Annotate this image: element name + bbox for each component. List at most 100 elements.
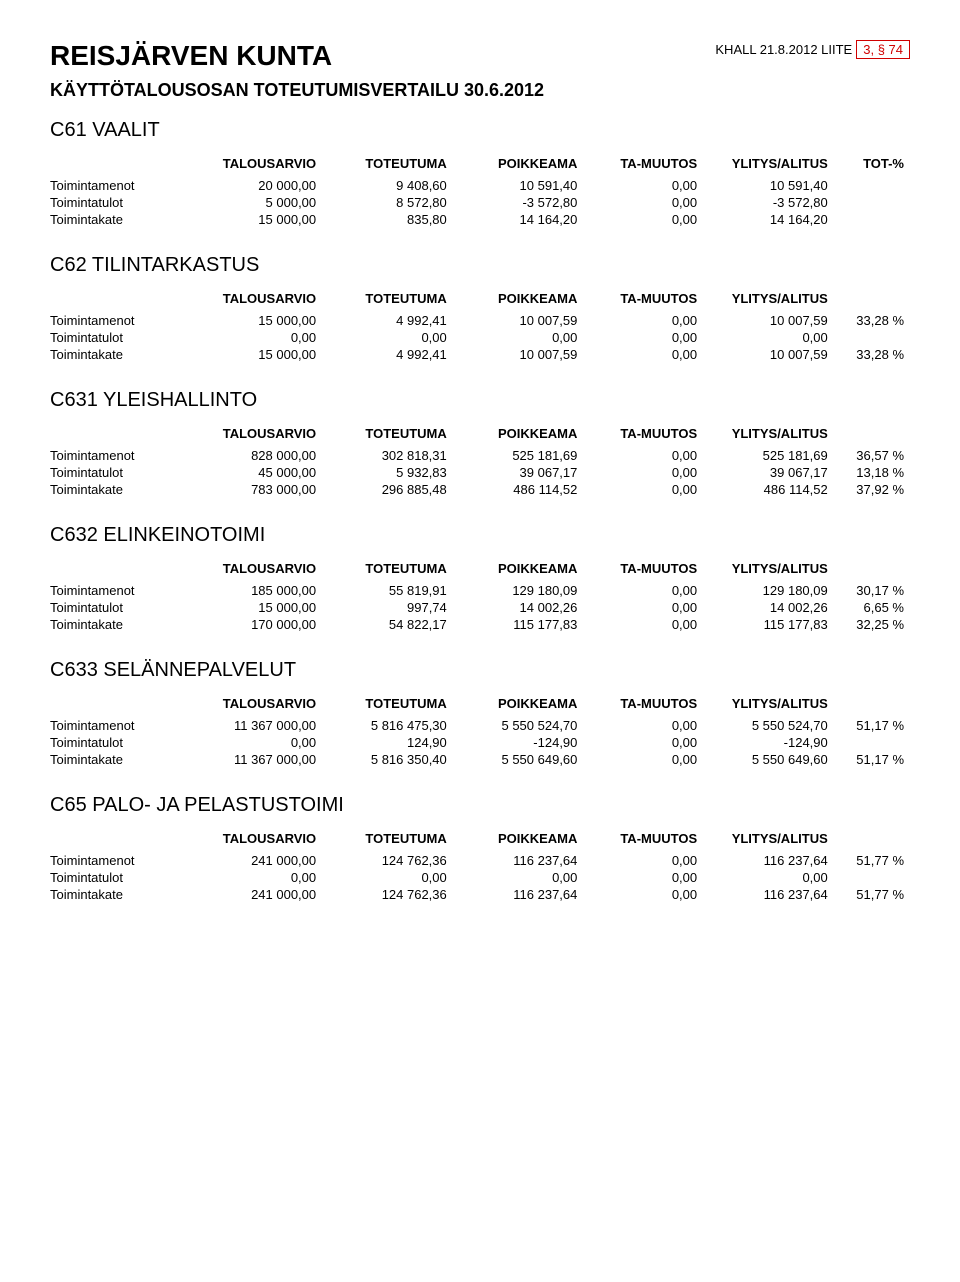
col-header: [834, 694, 910, 717]
cell-value: 39 067,17: [703, 464, 834, 481]
col-header: TOTEUTUMA: [322, 829, 453, 852]
cell-value: 55 819,91: [322, 582, 453, 599]
row-label: Toimintamenot: [50, 717, 192, 734]
col-header: TA-MUUTOS: [583, 154, 703, 177]
table-row: Toimintamenot828 000,00302 818,31525 181…: [50, 447, 910, 464]
cell-value: -3 572,80: [703, 194, 834, 211]
cell-value: -3 572,80: [453, 194, 584, 211]
col-header: [834, 289, 910, 312]
cell-value: 11 367 000,00: [192, 717, 323, 734]
cell-value: 835,80: [322, 211, 453, 228]
cell-value: 0,00: [583, 481, 703, 498]
col-header: TOTEUTUMA: [322, 424, 453, 447]
cell-value: 20 000,00: [192, 177, 323, 194]
cell-value: 525 181,69: [453, 447, 584, 464]
cell-value: 0,00: [583, 582, 703, 599]
cell-value: 33,28 %: [834, 346, 910, 363]
cell-value: 0,00: [583, 616, 703, 633]
section-title: C62 TILINTARKASTUS: [50, 254, 910, 277]
cell-value: 54 822,17: [322, 616, 453, 633]
col-header: YLITYS/ALITUS: [703, 559, 834, 582]
cell-value: 39 067,17: [453, 464, 584, 481]
col-header: YLITYS/ALITUS: [703, 424, 834, 447]
row-label: Toimintakate: [50, 886, 192, 903]
section-title: C632 ELINKEINOTOIMI: [50, 524, 910, 547]
cell-value: 5 000,00: [192, 194, 323, 211]
cell-value: 15 000,00: [192, 599, 323, 616]
cell-value: 15 000,00: [192, 211, 323, 228]
cell-value: 0,00: [583, 599, 703, 616]
section: C61 VAALITTALOUSARVIOTOTEUTUMAPOIKKEAMAT…: [50, 119, 910, 228]
table-row: Toimintatulot0,000,000,000,000,00: [50, 329, 910, 346]
col-header: TOTEUTUMA: [322, 559, 453, 582]
cell-value: [834, 329, 910, 346]
col-header: [834, 424, 910, 447]
col-header: POIKKEAMA: [453, 829, 584, 852]
cell-value: 15 000,00: [192, 312, 323, 329]
col-header: TA-MUUTOS: [583, 289, 703, 312]
section: C633 SELÄNNEPALVELUTTALOUSARVIOTOTEUTUMA…: [50, 659, 910, 768]
col-header: [834, 559, 910, 582]
cell-value: 0,00: [583, 869, 703, 886]
col-header: POIKKEAMA: [453, 154, 584, 177]
table-row: Toimintakate15 000,004 992,4110 007,590,…: [50, 346, 910, 363]
cell-value: [834, 734, 910, 751]
row-label: Toimintatulot: [50, 869, 192, 886]
row-label: Toimintamenot: [50, 312, 192, 329]
row-label: Toimintakate: [50, 616, 192, 633]
cell-value: [834, 869, 910, 886]
cell-value: 116 237,64: [703, 852, 834, 869]
col-header: TALOUSARVIO: [192, 289, 323, 312]
cell-value: 116 237,64: [453, 852, 584, 869]
cell-value: 302 818,31: [322, 447, 453, 464]
table-row: Toimintatulot0,000,000,000,000,00: [50, 869, 910, 886]
cell-value: 0,00: [583, 177, 703, 194]
table-row: Toimintamenot241 000,00124 762,36116 237…: [50, 852, 910, 869]
cell-value: 5 550 524,70: [703, 717, 834, 734]
section-title: C65 PALO- JA PELASTUSTOIMI: [50, 794, 910, 817]
table-row: Toimintatulot15 000,00997,7414 002,260,0…: [50, 599, 910, 616]
col-header: POIKKEAMA: [453, 289, 584, 312]
col-header: TOT-%: [834, 154, 910, 177]
cell-value: 0,00: [583, 717, 703, 734]
cell-value: 486 114,52: [703, 481, 834, 498]
cell-value: 8 572,80: [322, 194, 453, 211]
cell-value: 0,00: [192, 869, 323, 886]
table-row: Toimintakate170 000,0054 822,17115 177,8…: [50, 616, 910, 633]
row-label: Toimintatulot: [50, 329, 192, 346]
cell-value: 0,00: [703, 869, 834, 886]
cell-value: 828 000,00: [192, 447, 323, 464]
row-label: Toimintatulot: [50, 464, 192, 481]
cell-value: 525 181,69: [703, 447, 834, 464]
table-row: Toimintatulot45 000,005 932,8339 067,170…: [50, 464, 910, 481]
budget-table: TALOUSARVIOTOTEUTUMAPOIKKEAMATA-MUUTOSYL…: [50, 289, 910, 363]
cell-value: -124,90: [453, 734, 584, 751]
cell-value: 241 000,00: [192, 886, 323, 903]
row-label: Toimintamenot: [50, 582, 192, 599]
cell-value: 10 591,40: [453, 177, 584, 194]
row-label: Toimintamenot: [50, 852, 192, 869]
cell-value: 33,28 %: [834, 312, 910, 329]
page-subtitle: KÄYTTÖTALOUSOSAN TOTEUTUMISVERTAILU 30.6…: [50, 80, 910, 101]
budget-table: TALOUSARVIOTOTEUTUMAPOIKKEAMATA-MUUTOSYL…: [50, 559, 910, 633]
cell-value: 0,00: [583, 312, 703, 329]
cell-value: [834, 177, 910, 194]
section: C632 ELINKEINOTOIMI TALOUSARVIOTOTEUTUMAP…: [50, 524, 910, 633]
meeting-text: KHALL 21.8.2012 LIITE: [715, 42, 852, 57]
table-row: Toimintakate241 000,00124 762,36116 237,…: [50, 886, 910, 903]
cell-value: 37,92 %: [834, 481, 910, 498]
col-header: YLITYS/ALITUS: [703, 154, 834, 177]
cell-value: 10 007,59: [453, 346, 584, 363]
section-title: C631 YLEISHALLINTO: [50, 389, 910, 412]
cell-value: 10 007,59: [703, 346, 834, 363]
cell-value: 0,00: [322, 869, 453, 886]
liite-box: 3, § 74: [856, 40, 910, 59]
cell-value: [834, 194, 910, 211]
col-header: YLITYS/ALITUS: [703, 829, 834, 852]
cell-value: 14 002,26: [703, 599, 834, 616]
cell-value: 115 177,83: [703, 616, 834, 633]
col-header: TA-MUUTOS: [583, 829, 703, 852]
row-label: Toimintatulot: [50, 194, 192, 211]
cell-value: 4 992,41: [322, 312, 453, 329]
col-header: [50, 829, 192, 852]
